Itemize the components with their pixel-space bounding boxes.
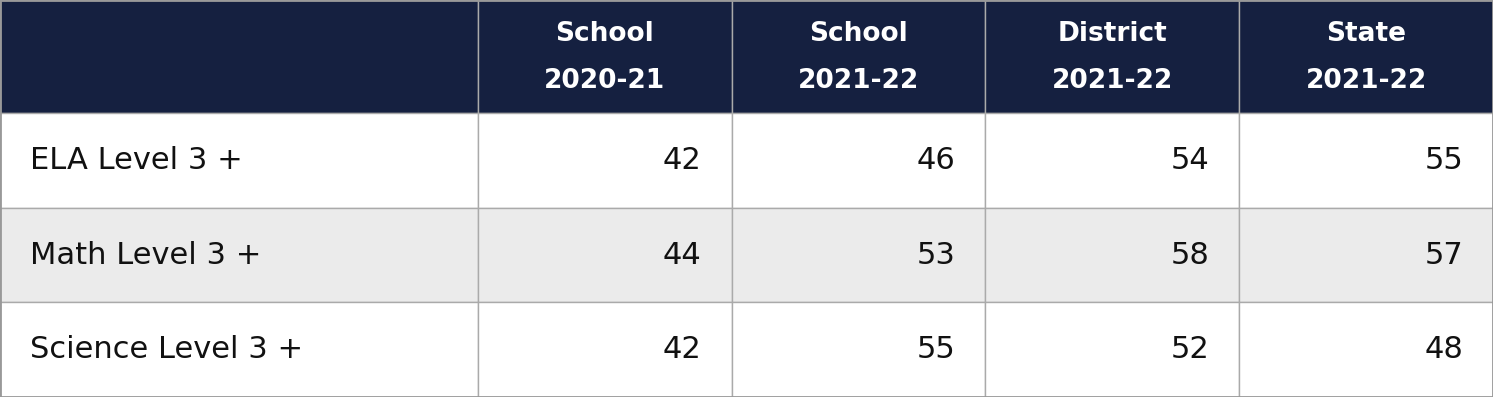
Text: ELA Level 3 +: ELA Level 3 + [30, 146, 242, 175]
Text: Science Level 3 +: Science Level 3 + [30, 335, 303, 364]
Text: 46: 46 [917, 146, 956, 175]
Bar [985, 303, 1239, 397]
Text: District: District [1057, 21, 1168, 47]
Text: 57: 57 [1424, 241, 1463, 270]
Bar [0, 208, 478, 303]
Text: School: School [809, 21, 908, 47]
Bar [732, 0, 985, 113]
Text: 58: 58 [1171, 241, 1209, 270]
Text: School: School [555, 21, 654, 47]
Text: 44: 44 [663, 241, 702, 270]
Bar [1239, 303, 1493, 397]
Bar [478, 0, 732, 113]
Bar [985, 208, 1239, 303]
Bar [985, 0, 1239, 113]
Bar [478, 113, 732, 208]
Text: 42: 42 [663, 335, 702, 364]
Text: State: State [1326, 21, 1406, 47]
Bar [985, 113, 1239, 208]
Text: 53: 53 [917, 241, 956, 270]
Text: 55: 55 [1424, 146, 1463, 175]
Text: 54: 54 [1171, 146, 1209, 175]
Bar [732, 208, 985, 303]
Text: 52: 52 [1171, 335, 1209, 364]
Bar [1239, 208, 1493, 303]
Bar [0, 0, 478, 113]
Bar [0, 303, 478, 397]
Bar [732, 113, 985, 208]
Text: 48: 48 [1424, 335, 1463, 364]
Bar [478, 208, 732, 303]
Text: 2020-21: 2020-21 [543, 68, 666, 94]
Bar [0, 113, 478, 208]
Text: 2021-22: 2021-22 [1051, 68, 1173, 94]
Text: 2021-22: 2021-22 [1305, 68, 1427, 94]
Text: 42: 42 [663, 146, 702, 175]
Text: Math Level 3 +: Math Level 3 + [30, 241, 261, 270]
Bar [478, 303, 732, 397]
Text: 55: 55 [917, 335, 956, 364]
Text: 2021-22: 2021-22 [797, 68, 920, 94]
Bar [1239, 0, 1493, 113]
Bar [1239, 113, 1493, 208]
Bar [732, 303, 985, 397]
